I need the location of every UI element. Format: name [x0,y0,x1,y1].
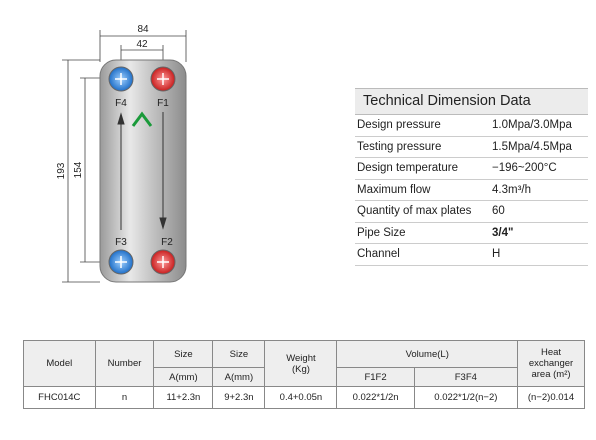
port-label: F3 [115,237,127,248]
port-label: F2 [161,237,173,248]
th: A(mm) [212,367,266,387]
th: Weight (Kg) [264,340,338,387]
flow-arrows [117,112,167,230]
plate [99,59,187,283]
th: Volume(L) [336,340,518,368]
cell: (n−2)0.014 [517,386,585,409]
spec-row: Quantity of max plates 60 [355,201,588,223]
spec-title: Technical Dimension Data [355,88,588,115]
cell: FHC014C [23,386,96,409]
spec-row: Design temperature −196~200°C [355,158,588,180]
spec-label: Channel [357,248,400,260]
direction-mark [131,111,153,127]
port-label: F4 [115,98,127,109]
spec-row: Maximum flow 4.3m³/h [355,180,588,201]
th: Size [212,340,266,368]
spec-row: Channel H [355,244,588,266]
th: Number [94,340,155,387]
th: Size [153,340,214,368]
spec-row: Testing pressure 1.5Mpa/4.5Mpa [355,137,588,158]
cell: n [94,386,155,409]
spec-value: 4.3m³/h [492,183,531,196]
dim-port-spacing: 42 [136,39,148,50]
cell: 0.022*1/2(n−2) [413,386,519,409]
spec-panel: Technical Dimension Data Design pressure… [355,88,588,266]
dim-port-height: 154 [73,161,84,178]
spec-value: 3/4" [492,226,514,239]
cell: 0.022*1/2n [336,386,415,409]
th: F1F2 [336,367,415,387]
spec-label: Maximum flow [357,183,431,196]
cell: 0.4+0.05n [264,386,338,409]
spec-value: H [492,248,501,260]
dimension-lines [62,30,187,283]
spec-label: Quantity of max plates [357,205,472,217]
spec-value: 1.0Mpa/3.0Mpa [492,119,572,131]
spec-row: Design pressure 1.0Mpa/3.0Mpa [355,115,588,137]
model-table: Model Number Size Size Weight (Kg) Volum… [23,340,585,409]
th: Heat exchanger area (m²) [517,340,585,387]
spec-label: Testing pressure [357,140,442,153]
th: Model [23,340,96,387]
th: A(mm) [153,367,214,387]
spec-value: 60 [492,205,505,217]
spec-label: Design temperature [357,162,458,174]
cell: 11+2.3n [153,386,214,409]
spec-label: Pipe Size [357,226,406,239]
port-cross [115,73,169,268]
spec-row: Pipe Size 3/4" [355,223,588,244]
spec-value: −196~200°C [492,162,557,174]
plate-drawing: 84 42 193 154 F4 F1 F3 F2 [56,24,187,283]
dim-height: 193 [56,162,67,179]
spec-label: Design pressure [357,119,441,131]
dim-width: 84 [137,24,149,35]
th: F3F4 [413,367,519,387]
port-label: F1 [157,98,169,109]
spec-value: 1.5Mpa/4.5Mpa [492,140,572,153]
cell: 9+2.3n [212,386,266,409]
